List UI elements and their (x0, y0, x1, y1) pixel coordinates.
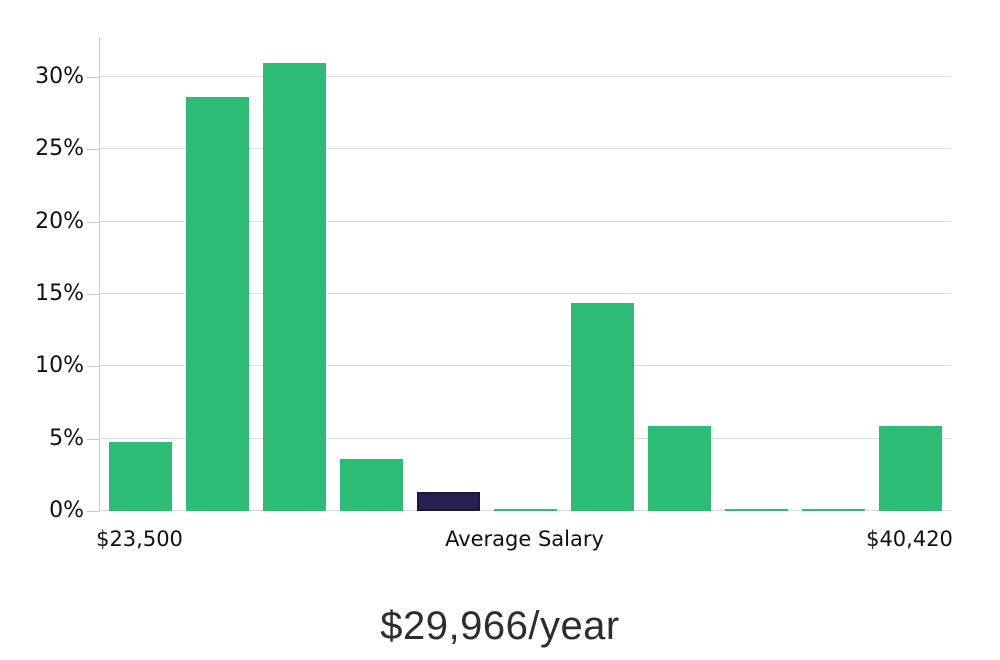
y-tick-label: 20% (35, 209, 84, 234)
bar (648, 426, 711, 511)
y-tick-mark (87, 294, 100, 295)
gridline-25% (100, 148, 951, 149)
bar (109, 442, 172, 511)
gridline-30% (100, 76, 951, 77)
gridline-5% (100, 438, 951, 439)
average-salary-value: $29,966/year (380, 604, 620, 648)
y-tick-mark (87, 511, 100, 512)
y-tick-mark (87, 77, 100, 78)
x-tick-label: $23,500 (96, 527, 183, 551)
bar (494, 509, 557, 511)
bar (879, 426, 942, 511)
plot-area (99, 38, 951, 511)
x-tick-label: Average Salary (445, 527, 604, 551)
y-tick-label: 0% (49, 498, 84, 523)
bar (263, 63, 326, 511)
x-tick-label: $40,420 (866, 527, 953, 551)
y-tick-label: 30% (35, 64, 84, 89)
y-tick-mark (87, 149, 100, 150)
bar (340, 459, 403, 511)
highlighted-average-bar (417, 492, 480, 511)
y-tick-mark (87, 439, 100, 440)
bar (725, 509, 788, 511)
y-tick-mark (87, 366, 100, 367)
bar (571, 303, 634, 511)
bar (802, 509, 865, 511)
gridline-15% (100, 293, 951, 294)
gridline-20% (100, 221, 951, 222)
y-tick-label: 5% (49, 426, 84, 451)
y-tick-mark (87, 222, 100, 223)
y-tick-label: 15% (35, 281, 84, 306)
bar (186, 97, 249, 511)
gridline-10% (100, 365, 951, 366)
y-tick-label: 10% (35, 353, 84, 378)
y-tick-label: 25% (35, 136, 84, 161)
